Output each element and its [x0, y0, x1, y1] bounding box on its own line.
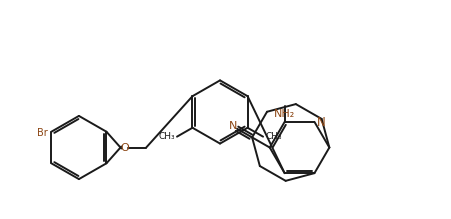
Text: O: O	[120, 143, 129, 152]
Text: Br: Br	[37, 128, 47, 138]
Text: N: N	[228, 121, 237, 131]
Text: CH₃: CH₃	[264, 132, 281, 141]
Text: CH₃: CH₃	[158, 132, 175, 141]
Text: NH₂: NH₂	[273, 109, 295, 119]
Text: N: N	[316, 116, 324, 129]
